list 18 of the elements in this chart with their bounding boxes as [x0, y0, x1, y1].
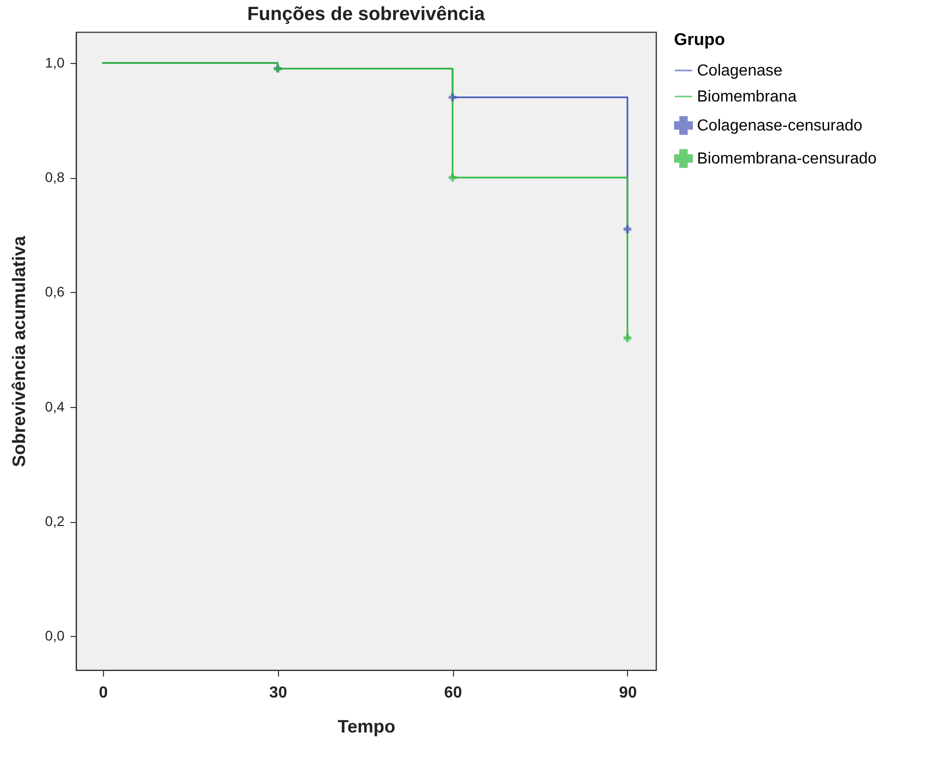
- legend-label: Colagenase-censurado: [697, 118, 863, 134]
- x-axis-title: Tempo: [338, 716, 396, 736]
- legend-label: Biomembrana-censurado: [697, 150, 877, 168]
- legend-title: Grupo: [674, 30, 725, 49]
- x-tick-label: 90: [619, 684, 637, 702]
- x-tick-label: 30: [269, 684, 288, 702]
- y-tick-label: 0,4: [45, 398, 65, 414]
- y-tick-label: 0,0: [45, 628, 65, 644]
- legend-label: Biomembrana: [697, 88, 797, 106]
- y-axis-title: Sobrevivência acumulativa: [9, 234, 30, 468]
- y-tick-label: 0,8: [45, 169, 65, 186]
- x-tick-label: 0: [98, 684, 108, 702]
- y-tick-label: 0,2: [45, 513, 65, 530]
- y-tick-label: 0,6: [45, 284, 65, 300]
- y-tick-label: 1,0: [45, 54, 65, 70]
- x-tick-label: 60: [444, 684, 462, 702]
- chart-title: Funções de sobrevivência: [247, 4, 486, 25]
- legend-label: Colagenase: [697, 62, 782, 80]
